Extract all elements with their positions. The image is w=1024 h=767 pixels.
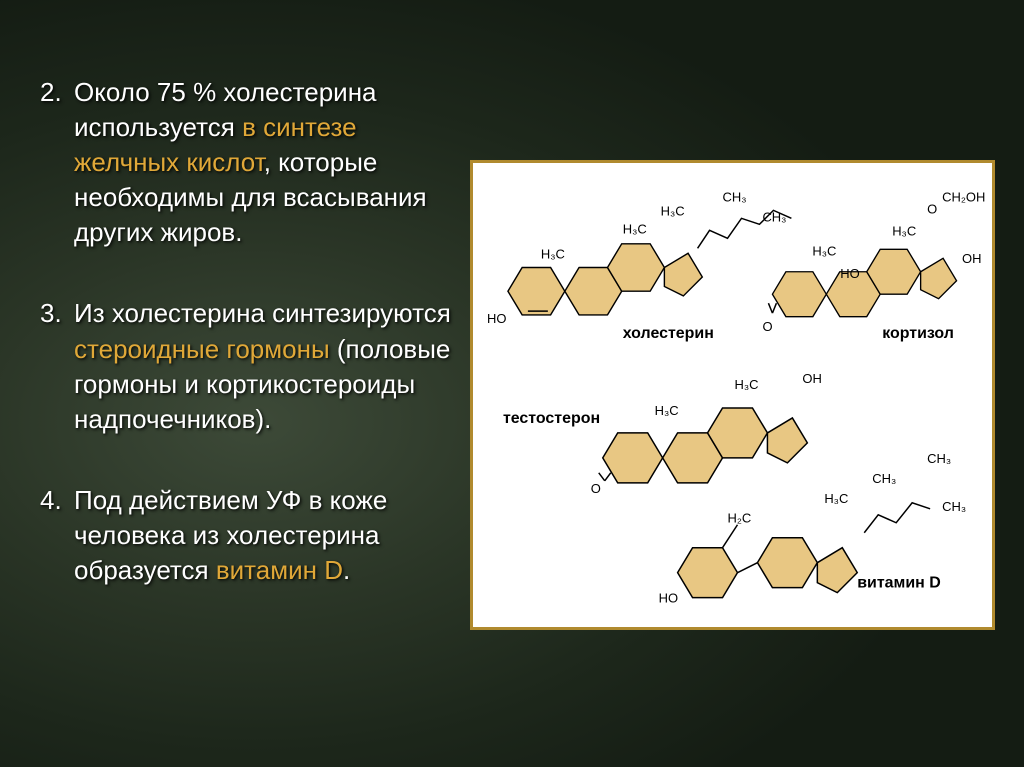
svg-text:O: O [591,481,601,496]
svg-text:H₃C: H₃C [892,223,916,238]
chemistry-panel: HO H₃C H₃C H₃C CH₃ CH₃ O [470,160,995,630]
svg-text:OH: OH [802,371,821,386]
svg-text:CH₃: CH₃ [927,451,951,466]
plain-text: Из холестерина синтезируются [74,298,451,328]
molecule-testosterone: O H₃C H₃C OH [591,371,822,496]
svg-text:O: O [927,201,937,216]
svg-text:O: O [762,319,772,334]
bullet-number: 4. [40,485,62,515]
svg-text:HO: HO [840,266,859,281]
svg-text:H₃C: H₃C [655,403,679,418]
bullet-body: Под действием УФ в коже человека из холе… [40,483,460,588]
plain-text: . [343,555,350,585]
svg-text:OH: OH [962,251,981,266]
molecule-label-cortisol: кортизол [882,325,954,342]
image-column: HO H₃C H₃C H₃C CH₃ CH₃ O [460,30,1004,630]
svg-text:H₃C: H₃C [623,221,647,236]
svg-text:H₃C: H₃C [734,377,758,392]
molecule-label-vitamin_d: витамин D [857,575,941,592]
svg-text:CH₃: CH₃ [762,209,786,224]
highlighted-text: стероидные гормоны [74,334,330,364]
molecule-cholesterol: HO H₃C H₃C H₃C CH₃ CH₃ [487,189,791,326]
slide-root: 2. Около 75 % холестерина используется в… [0,0,1024,767]
bullet-number: 2. [40,77,62,107]
highlighted-text: витамин D [216,555,343,585]
text-column: 2. Около 75 % холестерина используется в… [40,30,460,634]
svg-text:CH₂OH: CH₂OH [942,189,985,204]
svg-text:HO: HO [659,591,678,606]
svg-text:CH₃: CH₃ [723,189,747,204]
bullet-body: Из холестерина синтезируются стероидные … [40,296,460,436]
svg-text:H₃C: H₃C [541,246,565,261]
svg-text:H₃C: H₃C [661,203,685,218]
molecule-label-cholesterol: холестерин [623,325,714,342]
molecule-cortisol: O H₃C HO H₃C O CH₂OH OH [762,189,985,334]
svg-text:CH₃: CH₃ [872,471,896,486]
svg-text:H₃C: H₃C [824,491,848,506]
content-wrap: 2. Около 75 % холестерина используется в… [40,30,1004,737]
bullet-3: 3. Из холестерина синтезируются стероидн… [40,296,460,436]
svg-text:H₃C: H₃C [812,243,836,258]
svg-text:HO: HO [487,311,506,326]
bullet-number: 3. [40,298,62,328]
svg-text:CH₃: CH₃ [942,499,966,514]
bullet-4: 4. Под действием УФ в коже человека из х… [40,483,460,588]
molecule-label-testosterone: тестостерон [503,410,600,427]
bullet-body: Около 75 % холестерина используется в си… [40,75,460,250]
bullet-2: 2. Около 75 % холестерина используется в… [40,75,460,250]
chemistry-svg: HO H₃C H₃C H₃C CH₃ CH₃ O [473,163,992,627]
svg-text:H₂C: H₂C [728,511,752,526]
